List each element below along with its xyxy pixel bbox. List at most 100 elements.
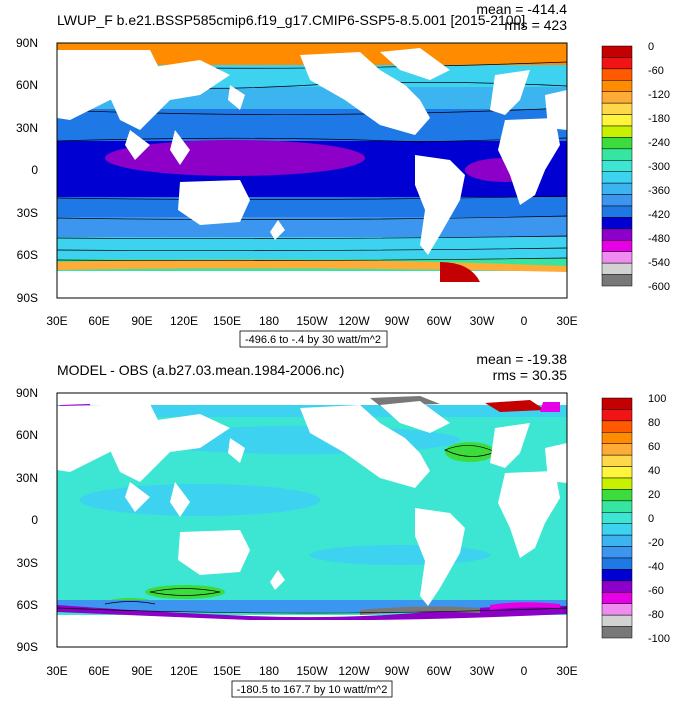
panel-2-frame bbox=[56, 392, 568, 648]
panel-1-range-box bbox=[239, 330, 388, 348]
lon-tick-label: 90W bbox=[385, 314, 410, 328]
band-s-sub bbox=[57, 197, 567, 217]
panel-1-rms: rms = 423 bbox=[504, 17, 567, 33]
antarctic-gray bbox=[360, 606, 480, 615]
colorbar-label: -480 bbox=[648, 233, 670, 245]
colorbar-label: 60 bbox=[648, 441, 660, 453]
land-masses bbox=[57, 48, 567, 255]
colorbar-swatch bbox=[601, 274, 633, 287]
lon-tick-label: 60E bbox=[88, 664, 109, 678]
lat-tick-label: 30N bbox=[16, 121, 38, 135]
land-japan bbox=[228, 85, 245, 110]
colorbar-swatch bbox=[601, 80, 633, 92]
lon-tick-label: 0 bbox=[521, 664, 528, 678]
lat-tick-label: 30S bbox=[17, 556, 38, 570]
colorbar-swatch bbox=[601, 454, 633, 467]
panel-2-lon-axis: 30E 60E 90E 120E 150E 180 150W 120W 90W … bbox=[46, 664, 577, 678]
panel-1: LWUP_F b.e21.BSSP585cmip6.f19_g17.CMIP6-… bbox=[16, 1, 670, 348]
land-masses bbox=[57, 401, 567, 606]
colorbar-swatch bbox=[601, 614, 633, 627]
lat-tick-label: 30N bbox=[16, 471, 38, 485]
colorbar-swatch bbox=[601, 512, 633, 524]
panel-2-colorbar: 100 80 60 40 20 0 -20 -40 -60 -80 -100 bbox=[601, 393, 670, 645]
antarctic-purple bbox=[57, 605, 567, 621]
warm-pool bbox=[105, 140, 365, 176]
lat-tick-label: 30S bbox=[17, 206, 38, 220]
colorbar-swatch bbox=[601, 546, 633, 559]
colorbar-swatch bbox=[601, 125, 633, 138]
panel-1-colorbar: 0 -60 -120 -180 -240 -300 -360 -420 -480 -540 -600 bbox=[601, 41, 670, 293]
lon-tick-label: 60W bbox=[427, 314, 452, 328]
contour-lines bbox=[57, 445, 567, 614]
lat-tick-label: 90N bbox=[16, 36, 38, 50]
land-europe bbox=[490, 70, 530, 115]
colorbar-label: 0 bbox=[648, 513, 654, 525]
colorbar-swatch bbox=[601, 68, 633, 81]
land-north-america bbox=[300, 52, 430, 135]
colorbar-label: -360 bbox=[648, 185, 670, 197]
lon-tick-label: 120W bbox=[338, 314, 370, 328]
colorbar-swatch bbox=[601, 228, 633, 241]
lon-tick-label: 30E bbox=[46, 314, 67, 328]
colorbar-label: -300 bbox=[648, 161, 670, 173]
colorbar-label: -100 bbox=[648, 633, 670, 645]
lat-tick-label: 60S bbox=[17, 598, 38, 612]
panel-1-lat-axis: 90N 60N 30N 0 30S 60S 90S bbox=[16, 36, 38, 305]
colorbar-swatch bbox=[601, 443, 633, 456]
colorbar-label: -120 bbox=[648, 89, 670, 101]
colorbar-swatch bbox=[601, 91, 633, 104]
lon-tick-label: 180 bbox=[259, 664, 279, 678]
land-africa bbox=[498, 118, 560, 205]
lat-tick-label: 90S bbox=[17, 640, 38, 654]
n-atlantic-green bbox=[445, 442, 495, 462]
colorbar-swatch bbox=[601, 148, 633, 161]
panel-1-mean: mean = -414.4 bbox=[476, 1, 567, 17]
lon-tick-label: 90W bbox=[385, 664, 410, 678]
lat-tick-label: 0 bbox=[31, 513, 38, 527]
lon-tick-label: 90E bbox=[131, 314, 152, 328]
antarctica-land bbox=[57, 271, 567, 298]
colorbar-label: -20 bbox=[648, 537, 664, 549]
panel-2-map bbox=[57, 393, 567, 647]
colorbar-swatch bbox=[601, 432, 633, 444]
colorbar-label: -80 bbox=[648, 609, 664, 621]
lon-tick-label: 150W bbox=[296, 664, 328, 678]
land-greenland-west bbox=[380, 48, 450, 80]
lon-tick-label: 120W bbox=[338, 664, 370, 678]
colorbar-swatch bbox=[601, 45, 633, 58]
colorbar-swatch bbox=[601, 477, 633, 490]
colorbar-label: -600 bbox=[648, 281, 670, 293]
band-s-high bbox=[57, 237, 567, 259]
colorbar-swatch bbox=[601, 240, 633, 252]
lon-tick-label: 150E bbox=[213, 314, 241, 328]
band-s-mid bbox=[57, 217, 567, 237]
antarctic-margin bbox=[57, 259, 567, 272]
panel-2-rms: rms = 30.35 bbox=[493, 367, 568, 383]
lon-tick-label: 30E bbox=[46, 664, 67, 678]
lat-tick-label: 90S bbox=[17, 291, 38, 305]
s-pacific-blue bbox=[310, 545, 490, 565]
lon-tick-label: 150E bbox=[213, 664, 241, 678]
colorbar-label: 40 bbox=[648, 465, 660, 477]
colorbar-label: -180 bbox=[648, 113, 670, 125]
lon-tick-label: 30W bbox=[470, 314, 495, 328]
colorbar-label: -540 bbox=[648, 257, 670, 269]
colorbar-swatch bbox=[601, 57, 633, 70]
panel-2: MODEL - OBS (a.b27.03.mean.1984-2006.nc)… bbox=[16, 351, 670, 698]
colorbar-swatch bbox=[601, 102, 633, 115]
lon-tick-label: 90E bbox=[131, 664, 152, 678]
tropic-patch bbox=[80, 484, 320, 516]
colorbar-swatch bbox=[601, 557, 633, 570]
s-green-1 bbox=[145, 585, 225, 599]
colorbar-swatch bbox=[601, 205, 633, 218]
colorbar-swatch bbox=[601, 466, 633, 479]
colorbar-label: 100 bbox=[648, 393, 666, 405]
colorbar-label: 80 bbox=[648, 417, 660, 429]
colorbar-swatch bbox=[601, 500, 633, 513]
weddell-hot bbox=[440, 262, 480, 282]
colorbar-label: 20 bbox=[648, 489, 660, 501]
colorbar-swatch bbox=[601, 592, 633, 604]
land-australia bbox=[178, 180, 250, 225]
colorbar-label: -60 bbox=[648, 65, 664, 77]
